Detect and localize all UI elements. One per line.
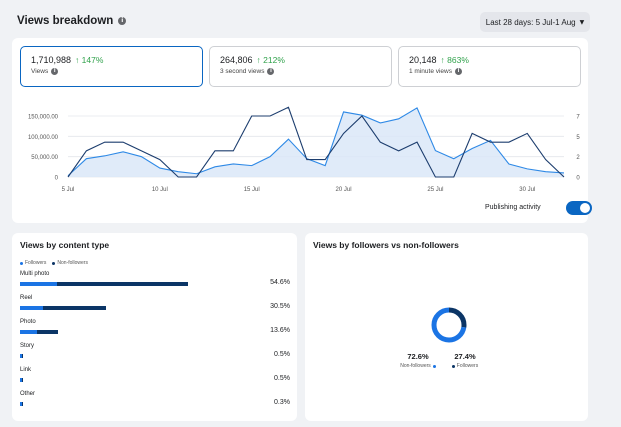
views-area-fill xyxy=(68,107,564,177)
publishing-activity-line xyxy=(67,106,565,178)
info-icon[interactable]: i xyxy=(118,17,127,25)
views-series-line xyxy=(67,107,565,177)
followers-split-title: Views by followers vs non-followers xyxy=(313,240,459,250)
date-range-button[interactable]: Last 28 days: 5 Jul-1 Aug ▼ xyxy=(480,12,590,32)
metric-card-3s-views[interactable]: 264,806 ↑ 212% 3 second views i xyxy=(209,46,392,87)
legend-followers-label: Followers xyxy=(25,260,47,266)
non-followers-bar xyxy=(21,378,23,382)
followers-bar xyxy=(20,402,22,406)
y-left-tick-label: 150,000.00 xyxy=(28,115,59,121)
page-title-text: Views breakdown xyxy=(17,15,114,27)
content-type-name: Reel xyxy=(20,295,33,301)
content-type-row: Link 0.5% xyxy=(20,367,290,387)
x-tick-label: 25 Jul xyxy=(427,187,443,193)
y-right-tick-label: 7 xyxy=(576,115,580,121)
info-icon[interactable]: i xyxy=(455,68,462,75)
metric-card-views[interactable]: 1,710,988 ↑ 147% Views i xyxy=(20,46,203,87)
content-type-row: Other 0.3% xyxy=(20,391,290,411)
followers-pct: 27.4% xyxy=(454,352,476,361)
views-line-chart: 0 50,000.00 100,000.00 150,000.00 0 2 5 7 5 Jul 1… xyxy=(28,106,580,193)
content-type-card: Views by content type Followers Non-foll… xyxy=(12,233,297,421)
y-left-tick-label: 100,000.00 xyxy=(28,135,59,141)
info-icon[interactable]: i xyxy=(51,68,59,75)
content-type-row: Story 0.5% xyxy=(20,343,290,363)
non-followers-bar xyxy=(57,282,188,286)
followers-stat: 27.4% Followers xyxy=(445,352,485,369)
donut-non-followers-slice xyxy=(431,307,467,343)
non-followers-dot-icon xyxy=(52,261,56,265)
y-right-tick-label: 5 xyxy=(576,135,580,141)
content-type-pct: 0.3% xyxy=(274,399,290,406)
x-tick-label: 30 Jul xyxy=(519,187,535,193)
y-left-tick-label: 0 xyxy=(55,176,59,182)
content-type-name: Link xyxy=(20,367,32,373)
metric-change: ↑ 212% xyxy=(256,55,285,65)
non-followers-dot-icon xyxy=(432,364,436,368)
content-type-pct: 13.6% xyxy=(270,327,290,334)
publishing-activity-toggle[interactable] xyxy=(566,201,592,215)
content-type-pct: 54.6% xyxy=(270,279,290,286)
metric-change: ↑ 863% xyxy=(440,55,469,65)
x-tick-label: 10 Jul xyxy=(152,187,168,193)
content-type-name: Multi photo xyxy=(20,271,50,277)
y-left-tick-label: 50,000.00 xyxy=(31,155,58,161)
content-type-pct: 0.5% xyxy=(274,375,290,382)
content-type-pct: 30.5% xyxy=(270,303,290,310)
metric-card-1m-views[interactable]: 20,148 ↑ 863% 1 minute views i xyxy=(398,46,581,87)
followers-bar xyxy=(20,282,58,286)
followers-bar xyxy=(20,354,22,358)
content-type-pct: 0.5% xyxy=(274,351,290,358)
content-type-row: Multi photo 54.6% xyxy=(20,271,290,291)
metric-label: Views xyxy=(31,68,49,75)
info-icon[interactable]: i xyxy=(267,68,275,75)
metric-label: 3 second views xyxy=(220,68,265,75)
toggle-knob xyxy=(580,203,590,213)
metric-change: ↑ 147% xyxy=(75,55,104,65)
followers-bar xyxy=(20,378,22,382)
followers-split-card: Views by followers vs non-followers 72.6… xyxy=(305,233,588,421)
date-range-label: Last 28 days: 5 Jul-1 Aug xyxy=(485,17,576,27)
content-type-legend: Followers Non-followers xyxy=(20,260,88,266)
publishing-activity-label: Publishing activity xyxy=(485,204,541,211)
metric-label: 1 minute views xyxy=(409,68,452,75)
metric-value: 20,148 xyxy=(409,55,437,65)
metric-value: 264,806 xyxy=(220,55,253,65)
x-tick-label: 5 Jul xyxy=(62,187,75,193)
followers-bar xyxy=(20,330,37,334)
y-right-tick-label: 2 xyxy=(576,155,580,161)
non-followers-bar xyxy=(21,354,23,358)
non-followers-label: Non-followers xyxy=(400,363,431,369)
content-type-name: Story xyxy=(20,343,35,349)
legend-followers: Followers xyxy=(20,260,46,266)
x-tick-label: 15 Jul xyxy=(244,187,260,193)
page-title: Views breakdown i xyxy=(17,15,127,27)
content-type-name: Photo xyxy=(20,319,36,325)
metric-value: 1,710,988 xyxy=(31,55,72,65)
y-right-tick-label: 0 xyxy=(576,176,580,182)
caret-down-icon: ▼ xyxy=(579,18,585,26)
non-followers-bar xyxy=(36,330,59,334)
content-type-title: Views by content type xyxy=(20,240,110,250)
followers-label: Followers xyxy=(456,363,479,369)
followers-bar xyxy=(20,306,43,310)
content-type-row: Reel 30.5% xyxy=(20,295,290,315)
legend-non-followers-label: Non-followers xyxy=(57,260,88,266)
x-tick-label: 20 Jul xyxy=(336,187,352,193)
views-overview-card: 1,710,988 ↑ 147% Views i 264,806 ↑ 212% … xyxy=(12,38,592,223)
non-followers-pct: 72.6% xyxy=(407,352,429,361)
non-followers-stat: 72.6% Non-followers xyxy=(393,352,443,369)
followers-dot-icon xyxy=(451,364,455,368)
content-type-name: Other xyxy=(20,391,36,397)
content-type-row: Photo 13.6% xyxy=(20,319,290,339)
non-followers-bar xyxy=(21,402,22,406)
followers-donut-chart xyxy=(431,307,467,343)
legend-non-followers: Non-followers xyxy=(52,260,88,266)
non-followers-bar xyxy=(42,306,107,310)
followers-dot-icon xyxy=(20,261,23,265)
